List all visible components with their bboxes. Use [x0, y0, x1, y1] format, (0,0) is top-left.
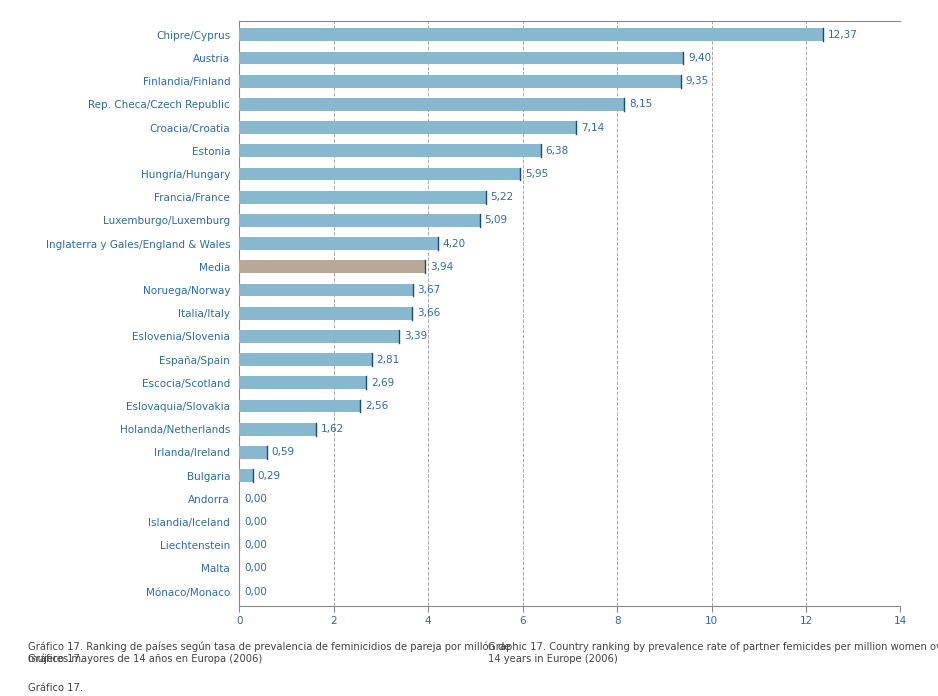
- Bar: [239, 330, 400, 342]
- Text: 2,81: 2,81: [377, 354, 400, 365]
- Text: 12,37: 12,37: [828, 30, 858, 40]
- Text: 0,29: 0,29: [258, 470, 280, 481]
- Bar: [239, 423, 316, 436]
- Bar: [239, 144, 540, 157]
- Bar: [239, 74, 681, 88]
- Bar: [239, 121, 577, 134]
- Text: 5,22: 5,22: [491, 192, 514, 203]
- Bar: [239, 377, 366, 389]
- Text: Gráfico 17. Ranking de países según tasa de prevalencia de feminicidios de parej: Gráfico 17. Ranking de países según tasa…: [28, 642, 510, 664]
- Text: 2,69: 2,69: [371, 378, 394, 388]
- Bar: [239, 237, 437, 250]
- Text: 0,00: 0,00: [244, 517, 266, 527]
- Text: Gráfico 17.: Gráfico 17.: [28, 683, 86, 693]
- Text: 3,67: 3,67: [417, 285, 441, 295]
- Text: 3,39: 3,39: [404, 331, 428, 342]
- Bar: [239, 214, 479, 227]
- Text: 9,35: 9,35: [686, 76, 709, 86]
- Text: 1,62: 1,62: [321, 424, 343, 434]
- Bar: [239, 469, 253, 482]
- Bar: [239, 52, 683, 65]
- Text: 5,95: 5,95: [525, 169, 548, 179]
- Bar: [239, 29, 824, 41]
- Text: 7,14: 7,14: [582, 122, 604, 133]
- Bar: [239, 354, 372, 366]
- Bar: [239, 446, 267, 459]
- Text: 0,00: 0,00: [244, 563, 266, 574]
- Text: 9,40: 9,40: [688, 53, 711, 63]
- Text: 8,15: 8,15: [628, 100, 652, 109]
- Text: 0,59: 0,59: [272, 448, 295, 457]
- Bar: [239, 400, 360, 412]
- Text: 3,94: 3,94: [430, 262, 453, 272]
- Bar: [239, 168, 521, 180]
- Bar: [239, 98, 624, 111]
- Text: 0,00: 0,00: [244, 540, 266, 551]
- Text: 0,00: 0,00: [244, 493, 266, 504]
- Text: 2,56: 2,56: [365, 401, 388, 411]
- Text: 5,09: 5,09: [484, 215, 507, 226]
- Text: Graphic 17. Country ranking by prevalence rate of partner femicides per million : Graphic 17. Country ranking by prevalenc…: [488, 642, 938, 664]
- Bar: [239, 307, 412, 319]
- Text: 4,20: 4,20: [443, 239, 465, 248]
- Bar: [239, 191, 486, 203]
- Bar: [239, 284, 413, 296]
- Text: 0,00: 0,00: [244, 587, 266, 596]
- Bar: [239, 260, 425, 274]
- Text: Gráfico 17.: Gráfico 17.: [28, 654, 86, 664]
- Text: 6,38: 6,38: [545, 145, 568, 156]
- Text: 3,66: 3,66: [416, 308, 440, 318]
